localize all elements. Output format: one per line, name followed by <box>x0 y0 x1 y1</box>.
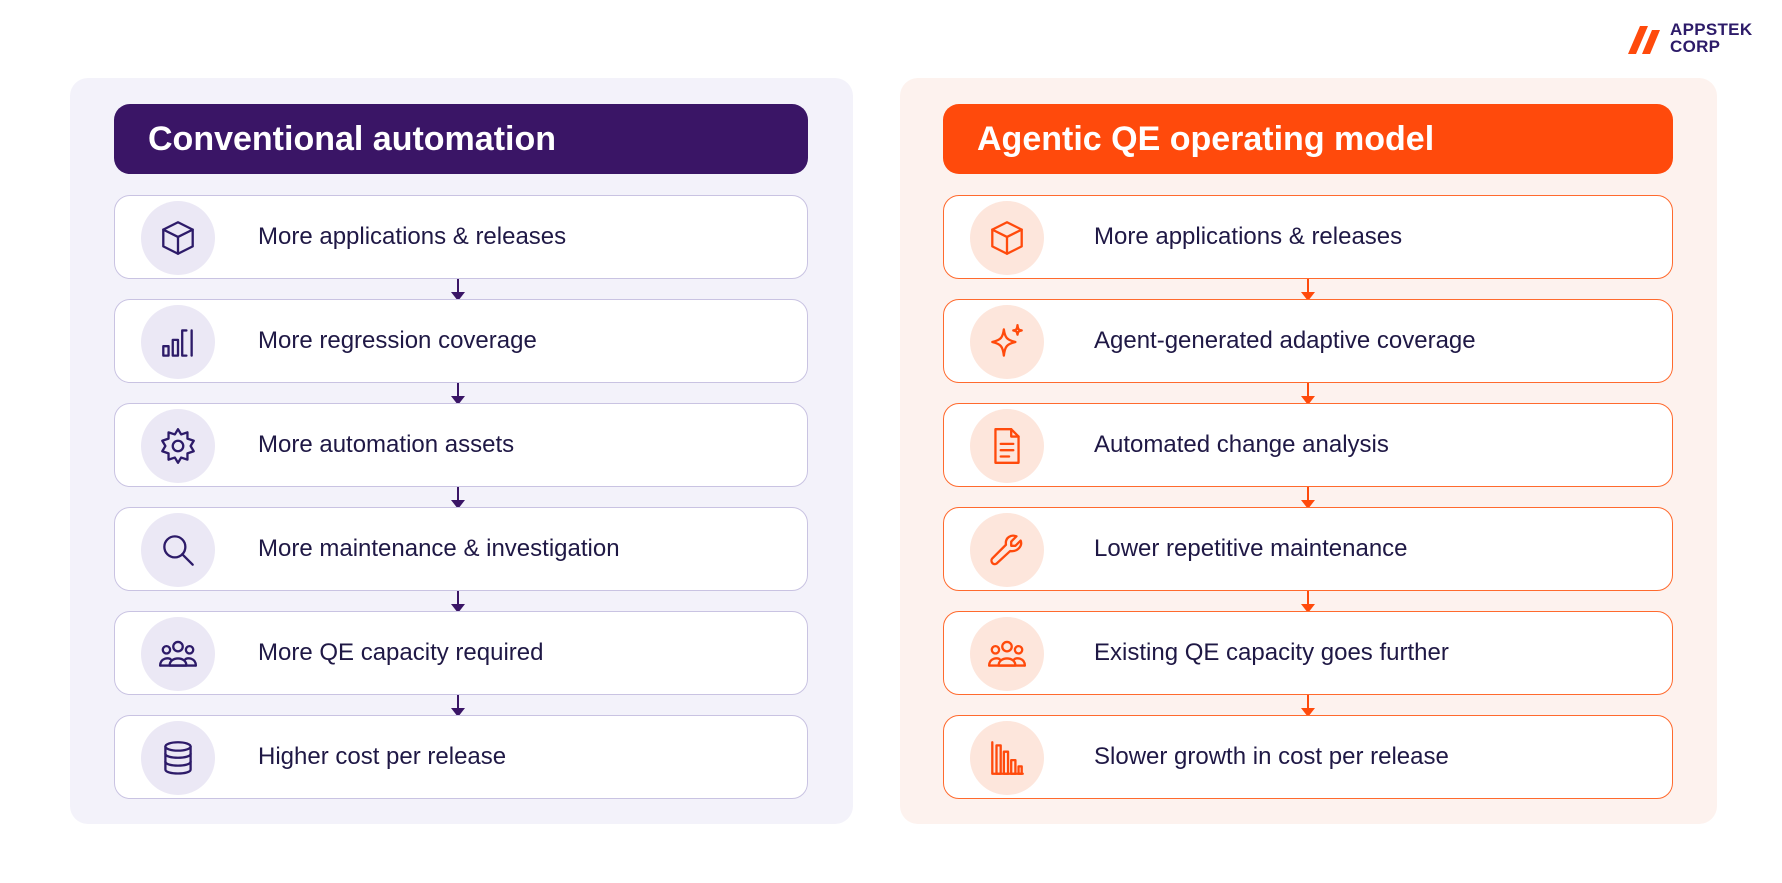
step-label: Automated change analysis <box>1094 431 1389 458</box>
panel-title: Conventional automation <box>148 119 556 158</box>
flow-arrow <box>1301 591 1315 613</box>
cube-icon <box>162 221 194 255</box>
logo-line-2: CORP <box>1670 37 1721 56</box>
declining-chart-icon <box>991 741 1024 775</box>
flow-arrow <box>451 591 465 613</box>
flow-arrow <box>1301 279 1315 301</box>
conventional-automation-panel: Conventional automation More application… <box>70 78 853 824</box>
flow-step: More applications & releases <box>114 195 808 279</box>
people-icon <box>987 640 1027 667</box>
step-label: More regression coverage <box>258 327 537 354</box>
flow-step: More applications & releases <box>943 195 1673 279</box>
flow-step: More QE capacity required <box>114 611 808 695</box>
step-label: Lower repetitive maintenance <box>1094 535 1408 562</box>
step-label: More applications & releases <box>258 223 567 250</box>
step-label: Slower growth in cost per release <box>1094 743 1449 770</box>
logo-line-1: APPSTEK <box>1670 20 1753 39</box>
panel-header: Agentic QE operating model <box>943 104 1673 174</box>
flow-arrow <box>451 487 465 509</box>
agentic-qe-panel: Agentic QE operating model More applicat… <box>900 78 1717 824</box>
database-icon <box>164 741 192 775</box>
flow-arrow <box>451 279 465 301</box>
flow-step: More automation assets <box>114 403 808 487</box>
cube-icon <box>991 221 1023 255</box>
step-label: Agent-generated adaptive coverage <box>1094 327 1476 354</box>
flow-arrow <box>1301 383 1315 405</box>
flow-arrow <box>1301 695 1315 717</box>
step-label: More automation assets <box>258 431 515 458</box>
bar-chart-icon <box>162 329 193 357</box>
flow-arrow <box>451 383 465 405</box>
flow-step: More maintenance & investigation <box>114 507 808 591</box>
wrench-icon <box>990 534 1023 566</box>
flow-step: More regression coverage <box>114 299 808 383</box>
flow-step: Agent-generated adaptive coverage <box>943 299 1673 383</box>
logo-mark-icon <box>1628 26 1660 54</box>
flow-step: Automated change analysis <box>943 403 1673 487</box>
step-label: Higher cost per release <box>258 743 507 770</box>
logo-text: APPSTEK CORP <box>1670 21 1752 55</box>
flow-step: Higher cost per release <box>114 715 808 799</box>
document-icon <box>994 428 1020 464</box>
gear-icon <box>161 428 195 464</box>
flow-arrow <box>451 695 465 717</box>
people-icon <box>158 640 198 667</box>
search-icon <box>163 535 194 566</box>
flow-step: Existing QE capacity goes further <box>943 611 1673 695</box>
step-label: More maintenance & investigation <box>258 535 620 562</box>
panel-header: Conventional automation <box>114 104 808 174</box>
appstek-logo: APPSTEK CORP <box>1626 20 1752 56</box>
step-label: More QE capacity required <box>258 639 544 666</box>
step-label: More applications & releases <box>1094 223 1403 250</box>
panel-title: Agentic QE operating model <box>977 119 1435 158</box>
sparkle-icon <box>991 324 1023 357</box>
flow-arrow <box>1301 487 1315 509</box>
flow-step: Lower repetitive maintenance <box>943 507 1673 591</box>
flow-step: Slower growth in cost per release <box>943 715 1673 799</box>
step-label: Existing QE capacity goes further <box>1094 639 1449 666</box>
